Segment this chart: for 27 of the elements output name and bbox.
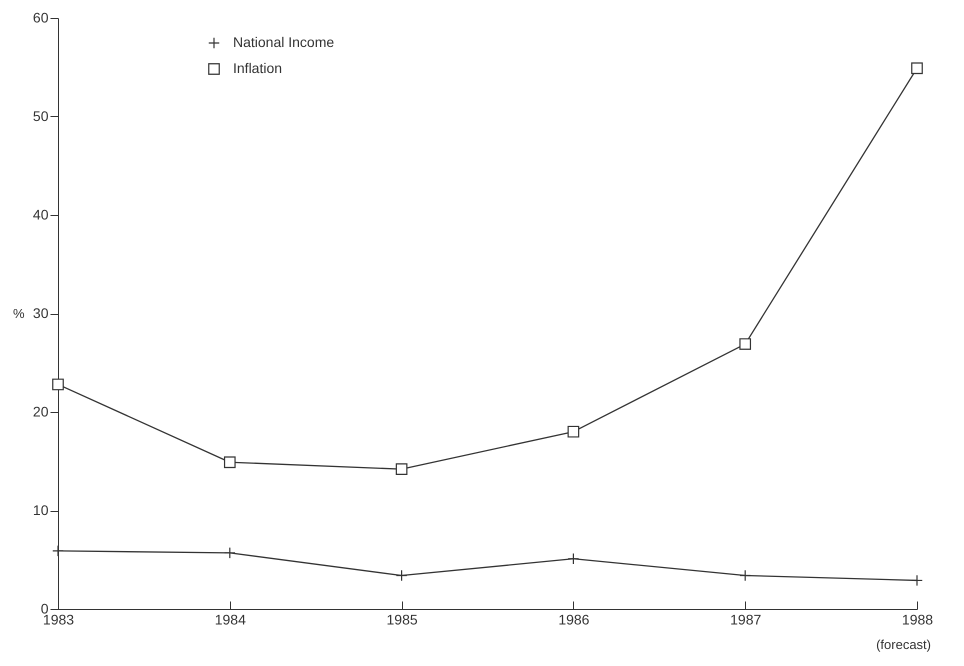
y-tick-label: 20 <box>32 404 49 420</box>
x-tick-label: 1984 <box>214 612 246 628</box>
x-tick-label: 1986 <box>558 612 590 628</box>
point <box>568 552 580 565</box>
point <box>52 545 64 557</box>
x-tick-label: 1988 <box>902 612 934 628</box>
point <box>739 570 752 582</box>
point <box>911 62 923 74</box>
y-tick-label: 30 <box>32 305 49 321</box>
point <box>739 338 752 350</box>
point <box>224 547 236 559</box>
y-tick-label: 40 <box>32 206 49 222</box>
point <box>396 463 408 475</box>
y-axis-title: % <box>12 306 25 321</box>
legend-label: Inflation <box>233 60 282 76</box>
y-tick-label: 10 <box>32 502 49 518</box>
y-tick-label: 50 <box>32 108 49 124</box>
point <box>568 426 580 438</box>
point <box>52 378 64 390</box>
point <box>396 570 408 582</box>
point <box>911 574 923 586</box>
y-tick-label: 60 <box>32 10 49 26</box>
point <box>224 456 236 468</box>
text: (forecast) <box>876 637 931 652</box>
x-tick-label: 1985 <box>386 612 418 628</box>
legend-label: National Income <box>233 34 334 50</box>
x-tick-label: 1987 <box>730 612 762 628</box>
